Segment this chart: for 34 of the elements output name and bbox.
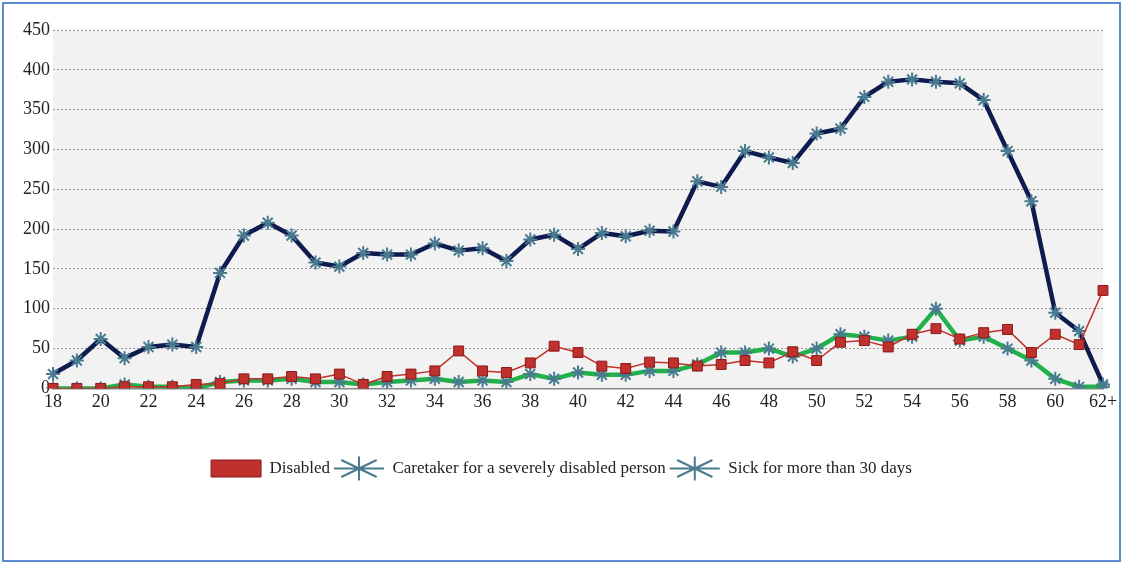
y-tick-label: 250 (23, 178, 50, 199)
x-tick-label: 52 (855, 390, 874, 411)
y-tick-label: 50 (32, 337, 50, 358)
y-tick-label: 450 (23, 18, 50, 39)
x-tick-label: 26 (234, 390, 253, 411)
x-tick-label: 22 (139, 390, 158, 411)
x-tick-label: 48 (759, 390, 778, 411)
x-tick-label: 50 (807, 390, 826, 411)
y-tick-label: 100 (23, 297, 50, 318)
x-tick-label: 44 (664, 390, 683, 411)
y-tick-label: 400 (23, 58, 50, 79)
x-tick-label: 58 (998, 390, 1017, 411)
legend-label: Disabled (269, 457, 331, 477)
y-tick-label: 200 (23, 217, 50, 238)
x-tick-label: 62+ (1088, 390, 1118, 411)
legend-label: Sick for more than 30 days (728, 457, 912, 477)
y-tick-label: 350 (23, 98, 50, 119)
y-tick-label: 150 (23, 257, 50, 278)
x-tick-label: 20 (91, 390, 110, 411)
x-tick-label: 30 (330, 390, 349, 411)
x-tick-label: 36 (473, 390, 492, 411)
x-tick-label: 46 (712, 390, 731, 411)
x-tick-label: 60 (1046, 390, 1065, 411)
x-tick-label: 32 (378, 390, 397, 411)
x-tick-label: 34 (425, 390, 444, 411)
x-tick-label: 56 (950, 390, 969, 411)
x-tick-label: 42 (616, 390, 635, 411)
y-tick-label: 300 (23, 138, 50, 159)
x-tick-label: 38 (521, 390, 540, 411)
x-tick-label: 24 (187, 390, 206, 411)
x-tick-label: 28 (282, 390, 301, 411)
legend-label: Caretaker for a severely disabled person (392, 457, 667, 477)
x-tick-label: 40 (569, 390, 587, 411)
x-tick-label: 54 (903, 390, 922, 411)
